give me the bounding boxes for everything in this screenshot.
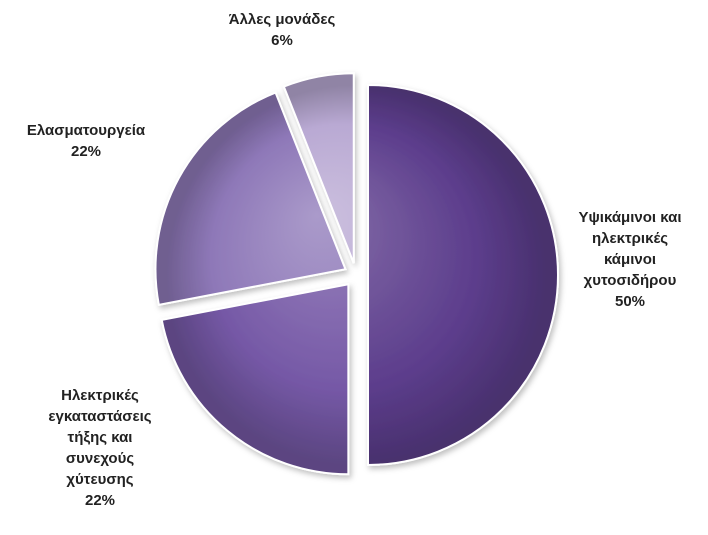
pie-slice-label-3: Άλλες μονάδες 6% (229, 11, 336, 49)
pie-slices (154, 72, 559, 476)
pie-slice-label-line: εγκαταστάσεις (48, 408, 151, 425)
pie-slice-label-line: Υψικάμινοι και (578, 209, 681, 226)
pie-slice-label-line: Ηλεκτρικές (61, 387, 139, 404)
pie-slice-percent: 22% (71, 143, 101, 160)
pie-slice-label-0: Υψικάμινοι και ηλεκτρικές κάμινοι χυτοσιδήρ… (578, 209, 681, 310)
pie-slice-label-1: Ηλεκτρικές εγκαταστάσεις τήξης και συνεχούς… (48, 387, 151, 509)
pie-slice-percent: 50% (615, 293, 645, 310)
pie-labels: Υψικάμινοι και ηλεκτρικές κάμινοι χυτοσιδήρ… (27, 11, 682, 509)
pie-slice-1 (160, 283, 350, 476)
pie-slice-label-line: Άλλες μονάδες (229, 11, 336, 28)
pie-slice-label-line: χυτοσιδήρου (584, 272, 677, 289)
pie-slice-label-line: ηλεκτρικές (592, 230, 668, 247)
pie-slice-0 (367, 83, 559, 467)
pie-slice-percent: 6% (271, 32, 293, 49)
pie-slice-percent: 22% (85, 492, 115, 509)
pie-slice-label-2: Ελασματουργεία 22% (27, 122, 146, 160)
pie-slice-label-line: τήξης και (68, 429, 133, 446)
pie-slice-label-line: κάμινοι (604, 251, 656, 268)
pie-slice-2 (154, 91, 347, 306)
pie-slice-label-line: συνεχούς (66, 450, 134, 467)
pie-slice-3 (282, 72, 355, 264)
pie-slice-label-line: Ελασματουργεία (27, 122, 146, 139)
pie-slice-label-line: χύτευσης (66, 471, 133, 488)
